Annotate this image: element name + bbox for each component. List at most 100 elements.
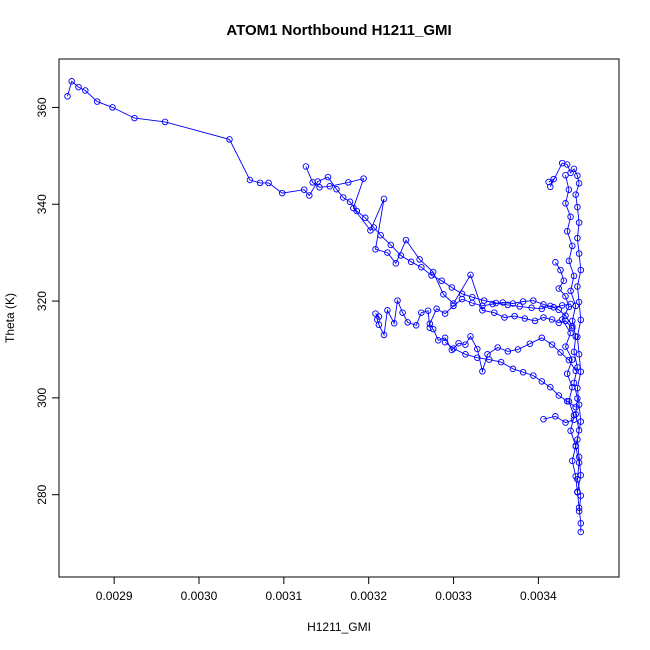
data-point bbox=[441, 310, 449, 317]
data-point bbox=[575, 351, 583, 358]
data-point bbox=[577, 492, 585, 499]
data-point bbox=[161, 118, 169, 126]
data-point bbox=[575, 250, 583, 257]
data-point bbox=[575, 459, 583, 466]
data-point bbox=[387, 241, 395, 249]
x-tick-label: 0.0033 bbox=[435, 589, 472, 603]
data-point bbox=[572, 443, 579, 450]
data-point bbox=[384, 249, 391, 256]
data-point bbox=[450, 300, 457, 307]
data-point bbox=[424, 307, 432, 314]
data-point bbox=[300, 186, 308, 193]
data-point bbox=[538, 305, 546, 313]
data-point bbox=[372, 246, 379, 253]
data-point bbox=[514, 346, 522, 353]
data-point bbox=[547, 183, 554, 191]
data-point bbox=[530, 372, 537, 379]
data-point bbox=[426, 324, 434, 331]
y-tick-label: 320 bbox=[35, 291, 49, 311]
data-point bbox=[418, 263, 425, 271]
data-point bbox=[226, 136, 233, 143]
data-point bbox=[397, 252, 405, 259]
data-point bbox=[489, 300, 496, 308]
data-point bbox=[521, 315, 529, 322]
data-point bbox=[547, 383, 554, 391]
data-point bbox=[552, 259, 559, 266]
data-point bbox=[511, 312, 518, 320]
data-point bbox=[567, 329, 574, 337]
data-point bbox=[416, 256, 423, 263]
data-point bbox=[93, 98, 101, 105]
data-point bbox=[562, 171, 569, 179]
data-point bbox=[467, 271, 474, 279]
data-point bbox=[467, 333, 474, 340]
series-line bbox=[375, 298, 571, 337]
x-axis-label: H1211_GMI bbox=[307, 620, 371, 634]
y-axis-label: Theta (K) bbox=[3, 293, 17, 343]
data-point bbox=[572, 302, 579, 310]
data-point bbox=[575, 507, 583, 515]
y-tick-label: 280 bbox=[35, 484, 49, 504]
data-point bbox=[577, 316, 585, 324]
data-point bbox=[569, 356, 576, 363]
data-point bbox=[429, 268, 437, 276]
data-point bbox=[574, 475, 581, 483]
data-point bbox=[426, 320, 434, 328]
data-point bbox=[394, 297, 401, 304]
data-point bbox=[474, 354, 481, 361]
y-tick-label: 360 bbox=[35, 97, 49, 117]
data-point bbox=[491, 309, 498, 316]
data-point bbox=[377, 231, 384, 239]
data-point bbox=[555, 392, 563, 399]
data-point bbox=[509, 365, 517, 373]
data-point bbox=[455, 339, 462, 347]
data-point bbox=[474, 345, 481, 353]
data-point bbox=[407, 258, 415, 266]
data-point bbox=[550, 304, 557, 311]
data-point bbox=[440, 291, 447, 298]
data-point bbox=[429, 325, 437, 333]
data-point bbox=[570, 412, 578, 419]
data-point bbox=[346, 198, 354, 206]
data-point bbox=[555, 285, 563, 292]
data-point bbox=[574, 489, 581, 496]
data-point bbox=[526, 340, 534, 347]
data-point bbox=[567, 427, 574, 435]
series-line bbox=[548, 162, 582, 532]
data-point bbox=[548, 341, 556, 348]
data-point bbox=[428, 272, 435, 279]
series-line bbox=[432, 328, 577, 374]
data-point bbox=[309, 179, 316, 186]
x-tick-label: 0.0030 bbox=[181, 589, 218, 603]
chart-title: ATOM1 Northbound H1211_GMI bbox=[226, 22, 451, 39]
data-point bbox=[504, 348, 512, 355]
data-point bbox=[333, 185, 340, 193]
data-point bbox=[567, 169, 574, 177]
data-point bbox=[577, 520, 585, 527]
data-point bbox=[565, 356, 573, 364]
data-point bbox=[574, 436, 581, 443]
data-point bbox=[350, 204, 357, 212]
data-point bbox=[441, 338, 449, 346]
data-point bbox=[574, 364, 581, 371]
data-point bbox=[367, 227, 374, 234]
data-point bbox=[540, 415, 547, 423]
data-point bbox=[572, 333, 579, 340]
data-point bbox=[557, 266, 564, 274]
data-point bbox=[68, 78, 75, 85]
data-point bbox=[448, 346, 456, 354]
data-point bbox=[570, 379, 578, 387]
data-point bbox=[540, 314, 547, 321]
x-tick-label: 0.0034 bbox=[520, 589, 557, 603]
data-point bbox=[479, 368, 486, 375]
data-point bbox=[362, 214, 369, 222]
data-point bbox=[433, 305, 440, 313]
data-point bbox=[412, 322, 420, 329]
data-point bbox=[316, 184, 323, 191]
data-point bbox=[575, 427, 583, 434]
data-point bbox=[577, 368, 585, 375]
data-point bbox=[565, 303, 573, 311]
data-point bbox=[479, 307, 486, 314]
y-tick-label: 340 bbox=[35, 194, 49, 214]
